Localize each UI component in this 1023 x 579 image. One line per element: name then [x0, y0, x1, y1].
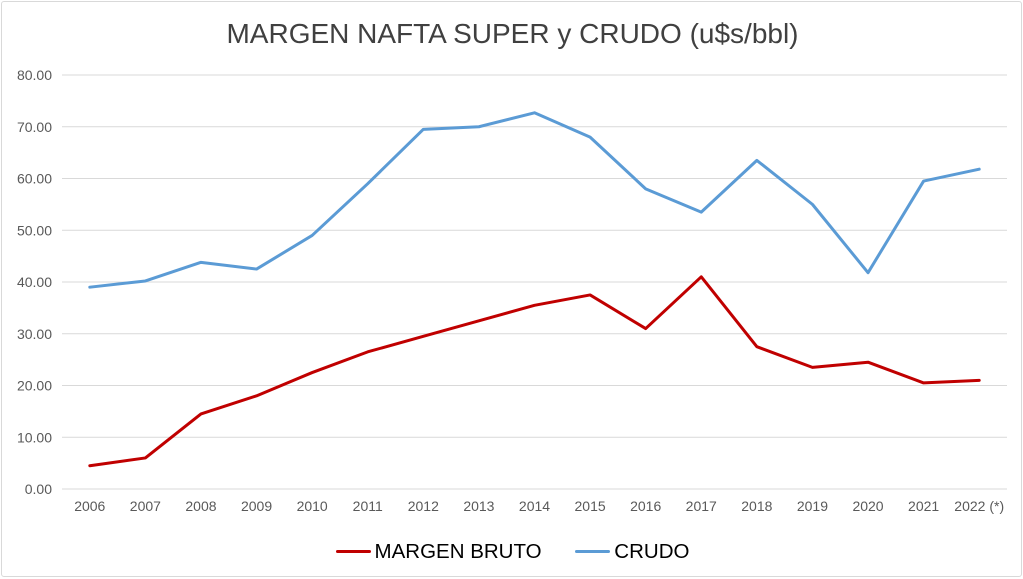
svg-text:2012: 2012 [408, 498, 439, 514]
svg-text:2013: 2013 [463, 498, 494, 514]
svg-text:40.00: 40.00 [17, 274, 52, 290]
svg-text:2011: 2011 [353, 498, 383, 514]
svg-text:2009: 2009 [241, 498, 272, 514]
svg-text:2016: 2016 [630, 498, 661, 514]
svg-text:2019: 2019 [797, 498, 828, 514]
svg-text:0.00: 0.00 [25, 481, 52, 497]
svg-text:30.00: 30.00 [17, 326, 52, 342]
svg-text:2020: 2020 [852, 498, 883, 514]
svg-text:2017: 2017 [686, 498, 717, 514]
svg-text:2007: 2007 [130, 498, 161, 514]
svg-text:20.00: 20.00 [17, 378, 52, 394]
svg-text:2014: 2014 [519, 498, 550, 514]
svg-text:2006: 2006 [74, 498, 105, 514]
svg-text:2015: 2015 [575, 498, 606, 514]
svg-text:10.00: 10.00 [17, 429, 52, 445]
svg-text:2008: 2008 [185, 498, 216, 514]
svg-text:80.00: 80.00 [17, 67, 52, 83]
svg-text:60.00: 60.00 [17, 171, 52, 187]
svg-text:50.00: 50.00 [17, 222, 52, 238]
svg-text:2010: 2010 [297, 498, 328, 514]
svg-text:2021: 2021 [908, 498, 939, 514]
svg-text:70.00: 70.00 [17, 119, 52, 135]
svg-text:2022 (*): 2022 (*) [954, 498, 1004, 514]
svg-text:2018: 2018 [741, 498, 772, 514]
